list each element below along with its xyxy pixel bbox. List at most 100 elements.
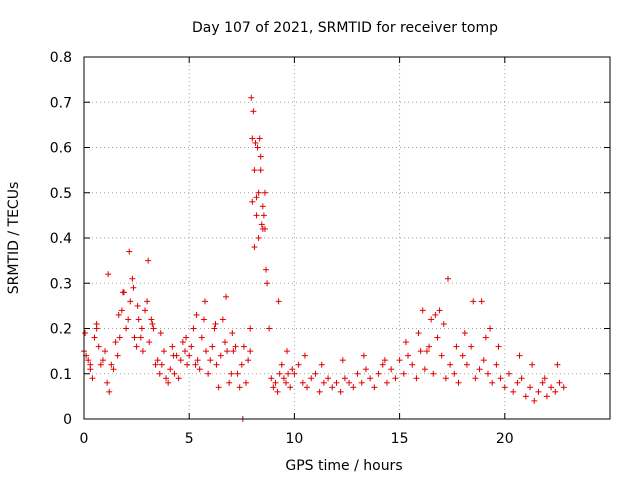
data-point [358, 379, 365, 386]
data-point [514, 379, 521, 386]
data-point [198, 334, 205, 341]
data-point [108, 361, 115, 368]
data-point [552, 388, 559, 395]
y-tick-label: 0.7 [50, 95, 72, 111]
data-point [82, 330, 89, 337]
data-point [289, 366, 296, 373]
data-point [104, 379, 111, 386]
data-point [138, 325, 145, 332]
data-point [392, 375, 399, 382]
data-point [409, 361, 416, 368]
data-point [105, 271, 112, 278]
data-point [175, 375, 182, 382]
x-axis-title: GPS time / hours [285, 458, 402, 474]
data-point [339, 357, 346, 364]
data-point [255, 189, 262, 196]
data-point [482, 334, 489, 341]
y-tick-label: 0.2 [50, 322, 72, 338]
plot-frame [83, 56, 611, 420]
data-point [428, 316, 435, 323]
data-point [177, 357, 184, 364]
data-point [249, 135, 256, 142]
data-point [529, 361, 536, 368]
data-point [87, 366, 94, 373]
data-point [264, 280, 271, 287]
data-point [350, 384, 357, 391]
data-point [116, 334, 123, 341]
data-point [451, 370, 458, 377]
data-point [346, 379, 353, 386]
data-point [245, 357, 252, 364]
y-tick-label: 0.5 [50, 186, 72, 202]
data-point [262, 266, 269, 273]
data-point [495, 343, 502, 350]
data-point [543, 393, 550, 400]
data-point [133, 343, 140, 350]
data-point [308, 375, 315, 382]
data-point [192, 361, 199, 368]
y-axis-title: SRMTID / TECUs [6, 182, 22, 295]
data-point [506, 370, 513, 377]
data-point [487, 325, 494, 332]
data-point [247, 325, 254, 332]
data-point [278, 361, 285, 368]
data-point [484, 370, 491, 377]
data-point [232, 343, 239, 350]
data-point [291, 370, 298, 377]
data-point [261, 189, 268, 196]
data-point [480, 357, 487, 364]
x-tick-label: 15 [391, 431, 409, 447]
data-point [144, 298, 151, 305]
y-tick-label: 0.6 [50, 141, 72, 157]
data-point [127, 298, 134, 305]
data-point [423, 348, 430, 355]
data-point [276, 370, 283, 377]
data-point [230, 348, 237, 355]
data-point [186, 352, 193, 359]
data-point [200, 316, 207, 323]
data-point [250, 108, 257, 115]
data-point [383, 379, 390, 386]
data-point [476, 366, 483, 373]
data-point [193, 311, 200, 318]
data-point [163, 375, 170, 382]
data-point [99, 357, 106, 364]
data-point [221, 339, 228, 346]
data-point [213, 361, 220, 368]
data-point [154, 357, 161, 364]
data-point [444, 275, 451, 282]
data-point [188, 343, 195, 350]
data-point [203, 348, 210, 355]
data-point [150, 325, 157, 332]
data-point [419, 307, 426, 314]
data-point [146, 339, 153, 346]
axis-ticks: 0 0.1 0.2 0.3 0.4 0.5 0.6 0.7 0.8 0 5 10 15 20 [50, 50, 610, 447]
data-point [217, 352, 224, 359]
data-point [201, 298, 208, 305]
data-point [209, 343, 216, 350]
data-point [254, 144, 261, 151]
data-point [129, 275, 136, 282]
data-point [228, 370, 235, 377]
data-point [478, 298, 485, 305]
data-point [463, 361, 470, 368]
data-point [165, 379, 172, 386]
data-point [170, 352, 177, 359]
data-point [181, 348, 188, 355]
data-point [434, 334, 441, 341]
data-point [257, 153, 264, 160]
data-point [236, 384, 243, 391]
data-point [453, 343, 460, 350]
data-point [556, 379, 563, 386]
data-point [461, 330, 468, 337]
data-point [400, 370, 407, 377]
data-point [497, 375, 504, 382]
data-point [455, 379, 462, 386]
data-point [284, 348, 291, 355]
data-point [415, 330, 422, 337]
data-point [183, 334, 190, 341]
data-point [282, 379, 289, 386]
y-tick-label: 0.4 [50, 231, 72, 247]
data-point [256, 135, 263, 142]
data-point [123, 325, 130, 332]
